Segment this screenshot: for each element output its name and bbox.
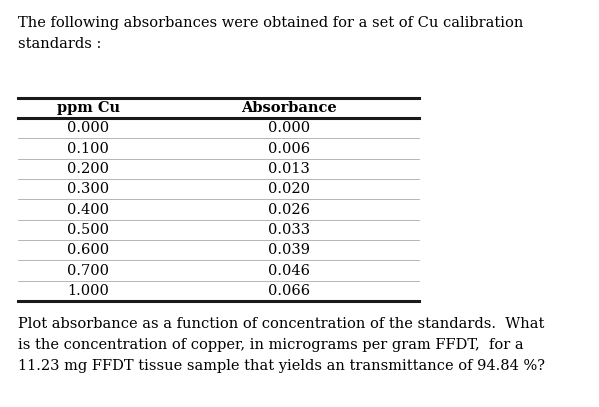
Text: 0.400: 0.400 [67, 203, 109, 217]
Text: 0.600: 0.600 [67, 243, 109, 257]
Text: 0.300: 0.300 [67, 182, 109, 196]
Text: 0.000: 0.000 [67, 121, 109, 135]
Text: 0.500: 0.500 [67, 223, 109, 237]
Text: ppm Cu: ppm Cu [57, 101, 120, 115]
Text: 1.000: 1.000 [67, 284, 109, 298]
Text: Absorbance: Absorbance [241, 101, 337, 115]
Text: 0.200: 0.200 [67, 162, 109, 176]
Text: 0.033: 0.033 [268, 223, 310, 237]
Text: 0.000: 0.000 [268, 121, 310, 135]
Text: 0.700: 0.700 [67, 264, 109, 278]
Text: 0.006: 0.006 [268, 142, 310, 155]
Text: 0.039: 0.039 [268, 243, 310, 257]
Text: The following absorbances were obtained for a set of Cu calibration
standards :: The following absorbances were obtained … [18, 16, 524, 51]
Text: 0.026: 0.026 [268, 203, 310, 217]
Text: 0.020: 0.020 [268, 182, 310, 196]
Text: 0.066: 0.066 [268, 284, 310, 298]
Text: Plot absorbance as a function of concentration of the standards.  What
is the co: Plot absorbance as a function of concent… [18, 317, 545, 373]
Text: 0.013: 0.013 [268, 162, 310, 176]
Text: 0.100: 0.100 [67, 142, 109, 155]
Text: 0.046: 0.046 [268, 264, 310, 278]
